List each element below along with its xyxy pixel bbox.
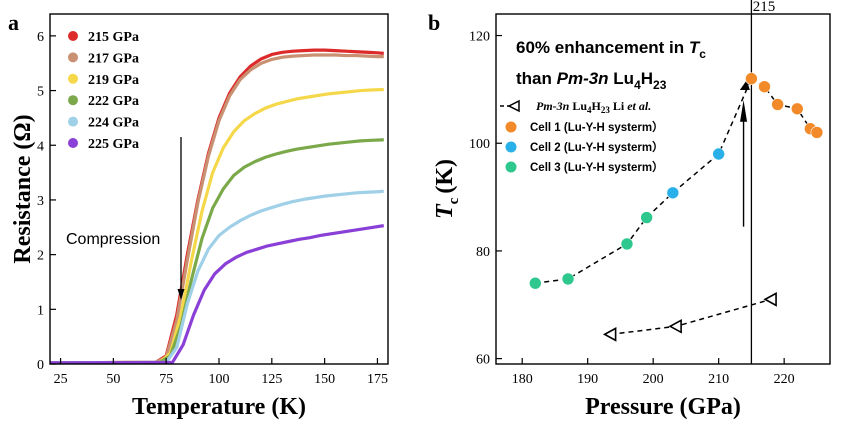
panel-b-x-ticks: 180 190 200 210 220 (512, 358, 795, 387)
legend-marker (68, 138, 78, 148)
cell3-point (561, 272, 575, 286)
panel-b-plot-area (528, 0, 824, 364)
y-tick-label: 1 (37, 303, 44, 318)
literature-point (602, 327, 617, 342)
legend-label: 222 GPa (88, 94, 139, 109)
series-line-222-gpa (49, 138, 384, 365)
panel-a-series-group (49, 48, 385, 365)
compression-arrowhead (177, 289, 185, 300)
legend-label: Cell 2 (Lu-Y-H systerm） (530, 140, 664, 154)
panel-b-legend: Pm-3n Lu4H23 Li et al. Cell 1 (Lu-Y-H sys… (500, 99, 664, 174)
legend-marker (507, 99, 520, 113)
x-tick-label: 125 (261, 372, 282, 387)
literature-point (763, 292, 777, 307)
cell2-point (712, 147, 725, 161)
x-tick-label: 175 (367, 372, 388, 387)
cell1-point (810, 126, 824, 139)
cell1-point (745, 72, 758, 85)
y-tick-label: 100 (469, 137, 490, 152)
cell1-point (790, 102, 804, 116)
x-tick-label: 190 (577, 372, 598, 387)
legend-marker (68, 73, 78, 84)
series-line-219-gpa (49, 87, 384, 365)
cell1-point (758, 80, 771, 93)
panel-a-x-label: Temperature (K) (132, 394, 306, 420)
panel-a-label: a (8, 10, 19, 35)
legend-label: 224 GPa (88, 116, 139, 131)
legend-marker (68, 52, 78, 63)
series-line-225-gpa (49, 224, 385, 365)
cell2-point (666, 186, 680, 200)
x-tick-label: 100 (209, 372, 230, 387)
x-tick-label: 150 (314, 372, 335, 387)
y-tick-label: 5 (37, 85, 44, 100)
legend-marker (68, 31, 78, 41)
legend-label: 217 GPa (88, 51, 139, 66)
vline-label: 215 (753, 0, 776, 15)
legend-label: Cell 3 (Lu-Y-H systerm） (530, 160, 664, 174)
x-tick-label: 210 (708, 372, 729, 387)
legend-label: 225 GPa (88, 137, 139, 152)
cell3-point (620, 237, 634, 251)
legend-label: 219 GPa (88, 73, 139, 88)
legend-label: Cell 1 (Lu-Y-H systerm） (530, 120, 664, 134)
enhancement-annotation-line1: 60% enhancement in Tc (516, 38, 706, 61)
panel-b-frame (495, 13, 831, 365)
legend-marker (505, 141, 517, 153)
x-tick-label: 220 (774, 372, 795, 387)
panel-a-y-ticks: 0 1 2 3 4 5 6 (37, 30, 56, 373)
x-tick-label: 25 (54, 372, 68, 387)
y-tick-label: 2 (37, 249, 44, 264)
legend-marker (505, 161, 517, 173)
y-tick-label: 4 (37, 139, 44, 154)
cell3-point (528, 276, 542, 290)
up-arrowhead (740, 100, 748, 122)
panel-a-x-ticks: 25 50 75 100 125 150 175 (54, 358, 388, 387)
panel-b-y-label: Tc(K) (432, 159, 462, 219)
x-tick-label: 180 (512, 372, 533, 387)
panel-b-label: b (428, 10, 440, 35)
panel-b-x-label: Pressure (GPa) (585, 394, 741, 420)
series-line-224-gpa (49, 189, 384, 365)
y-tick-label: 80 (476, 245, 490, 260)
y-tick-label: 120 (469, 30, 490, 45)
cell3-point (640, 211, 653, 224)
panel-a-y-label: Resistance (Ω) (10, 114, 36, 263)
legend-marker (505, 121, 517, 133)
panel-a-frame (49, 13, 389, 365)
y-tick-label: 60 (476, 353, 490, 368)
legend-label: 215 GPa (88, 30, 139, 45)
x-tick-label: 200 (643, 372, 664, 387)
panel-a-legend: 215 GPa 217 GPa 219 GPa 222 GPa 224 GPa 225 G… (68, 30, 139, 152)
trend-dashed-literature (610, 298, 772, 336)
literature-point (668, 318, 682, 334)
cell1-point (771, 98, 784, 111)
legend-label-literature: Pm-3n Lu4H23 Li et al. (536, 99, 651, 115)
x-tick-label: 75 (159, 372, 173, 387)
y-tick-label: 6 (37, 30, 44, 45)
legend-marker (68, 116, 78, 127)
compression-annotation: Compression (66, 231, 160, 248)
panel-b-y-ticks: 60 80 100 120 (469, 30, 502, 368)
y-tick-label: 3 (37, 194, 44, 209)
x-tick-label: 50 (106, 372, 120, 387)
legend-marker (68, 95, 78, 106)
y-tick-label: 0 (37, 358, 44, 373)
enhancement-annotation-line2: than Pm-3n Lu4H23 (516, 69, 667, 92)
series-line-217-gpa (49, 53, 384, 365)
